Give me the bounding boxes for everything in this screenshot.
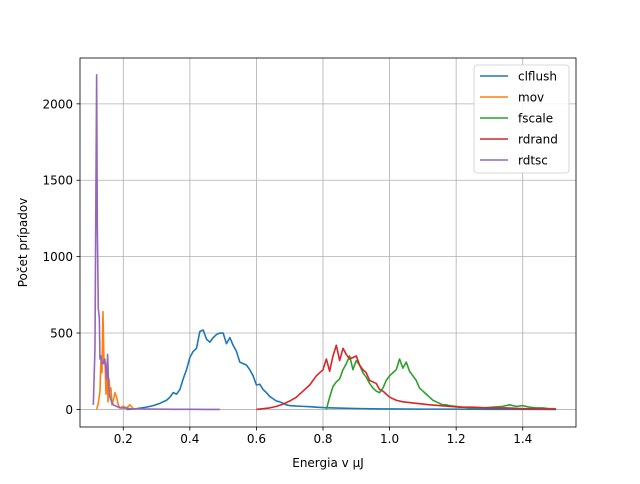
legend-label-clflush: clflush	[518, 70, 557, 84]
series-line-fscale	[325, 355, 557, 410]
x-axis-label: Energia v μJ	[292, 456, 364, 470]
y-tick-label: 0	[65, 403, 73, 417]
x-tick-label: 0.2	[114, 432, 133, 446]
y-tick-label: 1000	[42, 250, 73, 264]
legend-label-mov: mov	[518, 91, 544, 105]
y-tick-label: 1500	[42, 174, 73, 188]
y-axis-label: Počet prípadov	[16, 198, 30, 288]
series-line-clflush	[126, 329, 557, 411]
y-tick-label: 2000	[42, 97, 73, 111]
x-tick-label: 0.8	[313, 432, 332, 446]
x-tick-label: 1.2	[447, 432, 466, 446]
plot-series	[92, 74, 557, 411]
series-line-rdtsc	[92, 74, 220, 411]
series-line-rdrand	[256, 344, 557, 411]
legend-label-rdtsc: rdtsc	[518, 154, 548, 168]
x-tick-label: 1.4	[513, 432, 532, 446]
legend: clflush mov fscale rdrand rdtsc	[473, 64, 570, 174]
legend-box	[473, 64, 570, 174]
y-tick-label: 500	[50, 327, 73, 341]
x-tick-label: 0.6	[247, 432, 266, 446]
axis-ticks: 0.2 0.4 0.6 0.8 1.0 1.2 1.4 0 500 1000 1500 2000	[42, 97, 532, 446]
x-tick-label: 1.0	[380, 432, 399, 446]
legend-label-rdrand: rdrand	[518, 133, 558, 147]
plot-frame	[79, 57, 577, 428]
x-tick-label: 0.4	[180, 432, 199, 446]
legend-label-fscale: fscale	[518, 112, 553, 126]
